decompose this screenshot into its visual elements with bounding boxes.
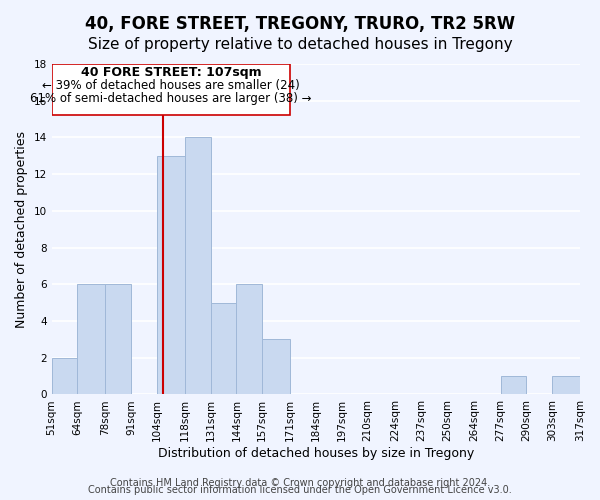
Bar — [262, 340, 290, 394]
Bar — [52, 358, 77, 395]
Text: Contains public sector information licensed under the Open Government Licence v3: Contains public sector information licen… — [88, 485, 512, 495]
Y-axis label: Number of detached properties: Number of detached properties — [15, 130, 28, 328]
Bar — [185, 138, 211, 394]
Bar — [211, 302, 236, 394]
Bar — [105, 284, 131, 395]
Bar — [500, 376, 526, 394]
Text: 40, FORE STREET, TREGONY, TRURO, TR2 5RW: 40, FORE STREET, TREGONY, TRURO, TR2 5RW — [85, 15, 515, 33]
Text: 61% of semi-detached houses are larger (38) →: 61% of semi-detached houses are larger (… — [30, 92, 311, 106]
Bar — [157, 156, 185, 394]
Text: Contains HM Land Registry data © Crown copyright and database right 2024.: Contains HM Land Registry data © Crown c… — [110, 478, 490, 488]
Bar — [77, 284, 105, 395]
Bar — [552, 376, 580, 394]
FancyBboxPatch shape — [52, 64, 290, 116]
Bar — [236, 284, 262, 395]
Text: 40 FORE STREET: 107sqm: 40 FORE STREET: 107sqm — [80, 66, 261, 79]
X-axis label: Distribution of detached houses by size in Tregony: Distribution of detached houses by size … — [158, 447, 474, 460]
Text: ← 39% of detached houses are smaller (24): ← 39% of detached houses are smaller (24… — [42, 78, 300, 92]
Text: Size of property relative to detached houses in Tregony: Size of property relative to detached ho… — [88, 38, 512, 52]
